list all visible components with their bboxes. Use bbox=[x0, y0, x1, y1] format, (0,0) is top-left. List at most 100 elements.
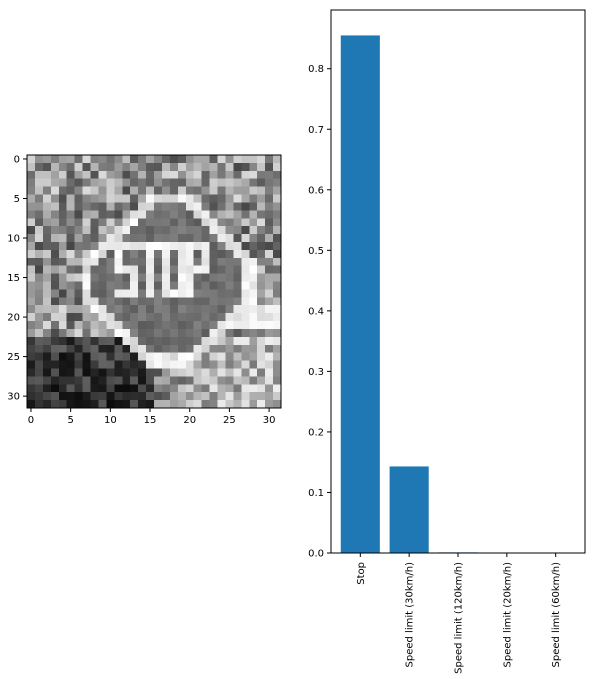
image-pixel bbox=[185, 289, 194, 298]
image-pixel bbox=[130, 352, 139, 361]
image-pixel bbox=[193, 313, 202, 322]
image-pixel bbox=[217, 241, 226, 251]
image-pixel bbox=[225, 170, 234, 180]
image-pixel bbox=[66, 313, 75, 322]
image-pixel bbox=[217, 400, 226, 409]
image-pixel bbox=[257, 376, 266, 385]
image-pixel bbox=[27, 384, 36, 393]
image-pixel bbox=[201, 178, 210, 187]
y-tick-label: 0.3 bbox=[308, 367, 324, 378]
image-pixel bbox=[177, 178, 187, 187]
image-pixel bbox=[138, 368, 147, 377]
image-pixel bbox=[177, 257, 187, 266]
image-pixel bbox=[122, 210, 131, 219]
image-pixel bbox=[241, 218, 250, 227]
image-pixel bbox=[201, 202, 210, 211]
image-pixel bbox=[217, 328, 226, 338]
image-pixel bbox=[249, 321, 258, 330]
image-pixel bbox=[209, 234, 218, 243]
image-pixel bbox=[27, 281, 36, 290]
image-pixel bbox=[138, 392, 147, 401]
image-pixel bbox=[130, 241, 139, 251]
image-pixel bbox=[58, 376, 67, 385]
image-pixel bbox=[201, 289, 210, 298]
image-pixel bbox=[241, 273, 250, 282]
image-pixel bbox=[106, 336, 115, 346]
image-pixel bbox=[225, 210, 234, 219]
image-pixel bbox=[193, 368, 202, 377]
image-pixel bbox=[241, 249, 250, 259]
image-pixel bbox=[34, 368, 44, 377]
image-pixel bbox=[177, 273, 187, 282]
image-pixel bbox=[106, 297, 115, 306]
image-pixel bbox=[185, 344, 194, 353]
image-pixel bbox=[169, 218, 179, 227]
image-pixel bbox=[273, 336, 282, 346]
y-tick-label: 0.2 bbox=[308, 427, 324, 438]
image-pixel bbox=[273, 257, 282, 266]
image-pixel bbox=[209, 202, 218, 211]
image-pixel bbox=[42, 162, 52, 172]
image-pixel bbox=[114, 344, 123, 353]
image-pixel bbox=[257, 384, 266, 393]
image-pixel bbox=[201, 400, 210, 409]
image-pixel bbox=[169, 352, 179, 361]
image-pixel bbox=[209, 392, 218, 401]
image-pixel bbox=[106, 234, 115, 243]
image-pixel bbox=[201, 162, 210, 172]
image-pixel bbox=[257, 265, 266, 274]
image-pixel bbox=[34, 289, 44, 298]
image-pixel bbox=[82, 360, 91, 369]
image-pixel bbox=[66, 305, 75, 314]
image-pixel bbox=[146, 226, 155, 235]
image-pixel bbox=[74, 313, 83, 322]
image-pixel bbox=[265, 352, 274, 361]
image-pixel bbox=[225, 186, 234, 195]
image-pixel bbox=[154, 273, 163, 282]
image-pixel bbox=[146, 162, 155, 172]
image-pixel bbox=[98, 202, 107, 211]
image-pixel bbox=[90, 218, 99, 227]
image-pixel bbox=[74, 344, 83, 353]
image-pixel bbox=[130, 218, 139, 227]
image-pixel bbox=[74, 305, 83, 314]
image-pixel bbox=[106, 281, 115, 290]
image-pixel bbox=[122, 281, 131, 290]
image-pixel bbox=[122, 344, 131, 353]
image-pixel bbox=[161, 162, 171, 172]
image-pixel bbox=[122, 360, 131, 369]
image-pixel bbox=[154, 305, 163, 314]
image-pixel bbox=[233, 352, 242, 361]
image-pixel bbox=[58, 328, 67, 338]
image-pixel bbox=[82, 265, 91, 274]
image-pixel bbox=[114, 281, 123, 290]
image-pixel bbox=[177, 162, 187, 172]
image-pixel bbox=[265, 384, 274, 393]
image-pixel bbox=[161, 321, 171, 330]
image-pixel bbox=[225, 281, 234, 290]
image-pixel bbox=[90, 265, 99, 274]
image-pixel bbox=[265, 305, 274, 314]
image-pixel bbox=[98, 241, 107, 251]
image-pixel bbox=[138, 384, 147, 393]
image-pixel bbox=[130, 313, 139, 322]
image-pixel bbox=[177, 392, 187, 401]
image-pixel bbox=[42, 265, 52, 274]
image-pixel bbox=[82, 400, 91, 409]
image-pixel bbox=[82, 368, 91, 377]
image-pixel bbox=[27, 352, 36, 361]
image-pixel bbox=[177, 344, 187, 353]
image-pixel bbox=[42, 241, 52, 251]
image-pixel bbox=[257, 305, 266, 314]
y-tick-label: 15 bbox=[7, 273, 20, 284]
x-tick-label: 30 bbox=[263, 415, 276, 426]
image-pixel bbox=[50, 202, 60, 211]
image-pixel bbox=[50, 384, 60, 393]
image-pixel bbox=[114, 321, 123, 330]
y-tick-label: 0.7 bbox=[308, 125, 324, 136]
image-pixel bbox=[249, 202, 258, 211]
image-pixel bbox=[169, 384, 179, 393]
image-pixel bbox=[114, 336, 123, 346]
image-pixel bbox=[66, 344, 75, 353]
image-pixel bbox=[177, 336, 187, 346]
